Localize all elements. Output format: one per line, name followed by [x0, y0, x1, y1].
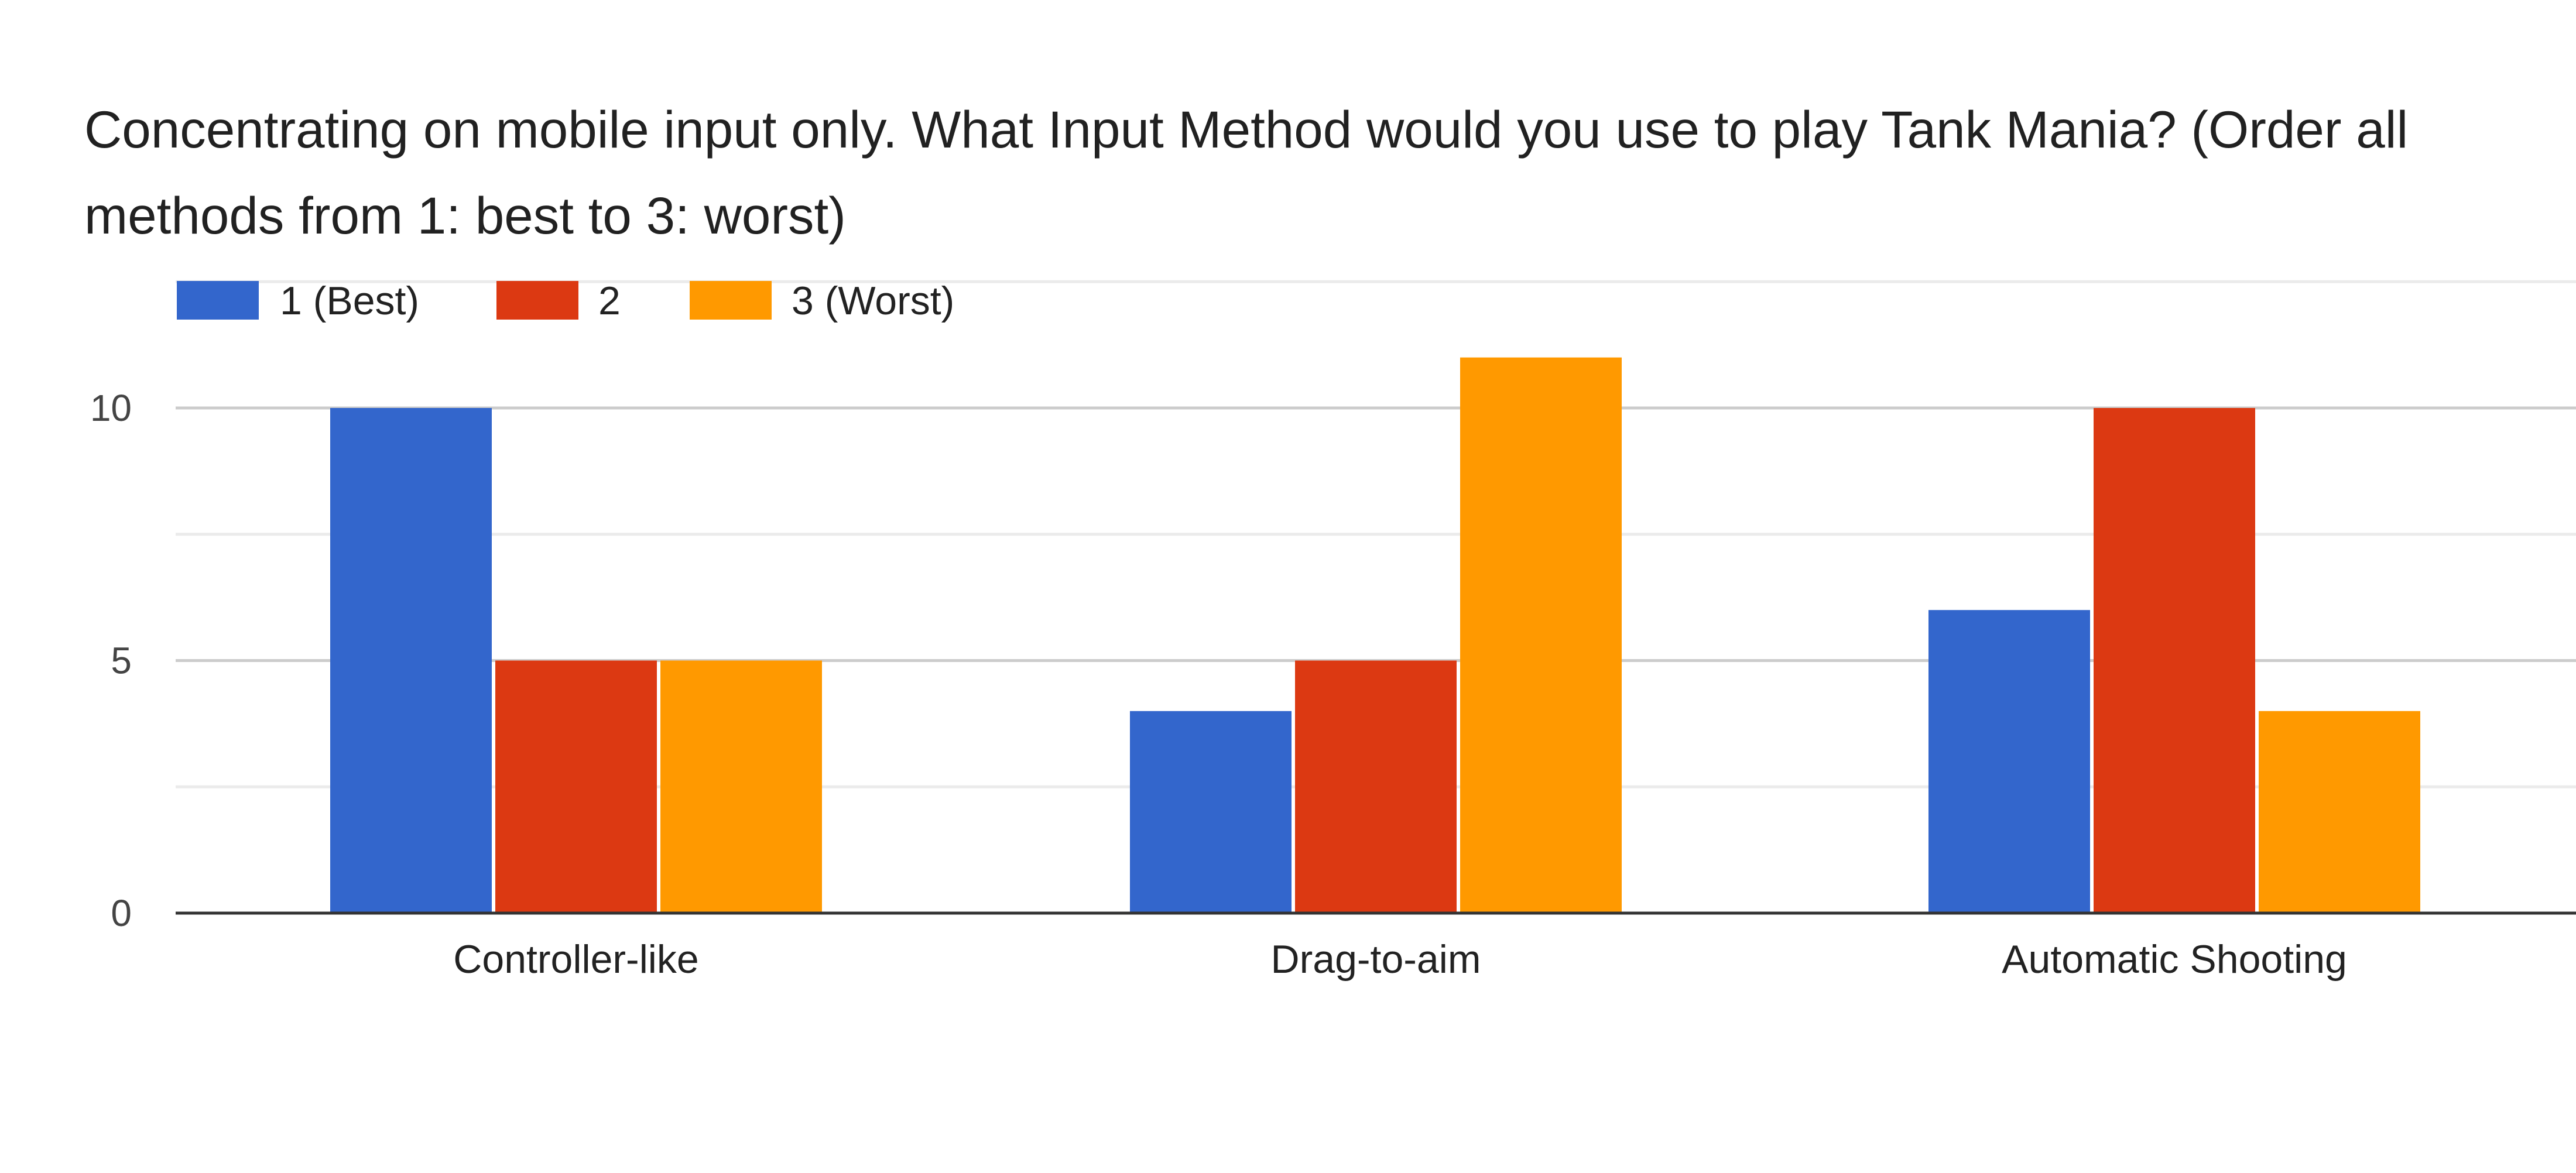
bar-drag-to-aim-series-1[interactable] — [1130, 711, 1292, 913]
bar-drag-to-aim-series-3[interactable] — [1460, 357, 1622, 913]
chart-title: Concentrating on mobile input only. What… — [84, 100, 2409, 245]
x-category-label: Drag-to-aim — [1271, 937, 1481, 982]
y-tick-label: 10 — [90, 387, 132, 429]
legend-label: 1 (Best) — [280, 279, 419, 323]
bar-controller-like-series-3[interactable] — [660, 660, 822, 914]
legend-swatch — [177, 281, 259, 320]
bar-drag-to-aim-series-2[interactable] — [1295, 660, 1457, 914]
legend-label: 3 (Worst) — [792, 279, 954, 323]
bar-automatic-shooting-series-1[interactable] — [1928, 610, 2090, 913]
x-category-label: Automatic Shooting — [2002, 937, 2347, 982]
y-tick-label: 5 — [111, 640, 132, 682]
bar-automatic-shooting-series-2[interactable] — [2094, 408, 2255, 913]
y-tick-label: 0 — [111, 892, 132, 934]
bars — [330, 357, 2420, 914]
axes: 0 5 10 Controller-like Drag-to-aim Automatic … — [90, 387, 2576, 982]
legend-item-1[interactable]: 1 (Best) — [177, 279, 419, 323]
legend-swatch — [496, 281, 578, 320]
x-category-label: Controller-like — [453, 937, 698, 982]
legend-label: 2 — [598, 279, 621, 323]
bar-automatic-shooting-series-3[interactable] — [2259, 711, 2420, 913]
legend[interactable]: 1 (Best) 2 3 (Worst) — [177, 279, 954, 323]
legend-swatch — [690, 281, 772, 320]
bar-controller-like-series-1[interactable] — [330, 408, 492, 913]
legend-item-2[interactable]: 2 — [496, 279, 621, 323]
bar-controller-like-series-2[interactable] — [495, 660, 657, 914]
legend-item-3[interactable]: 3 (Worst) — [690, 279, 954, 323]
